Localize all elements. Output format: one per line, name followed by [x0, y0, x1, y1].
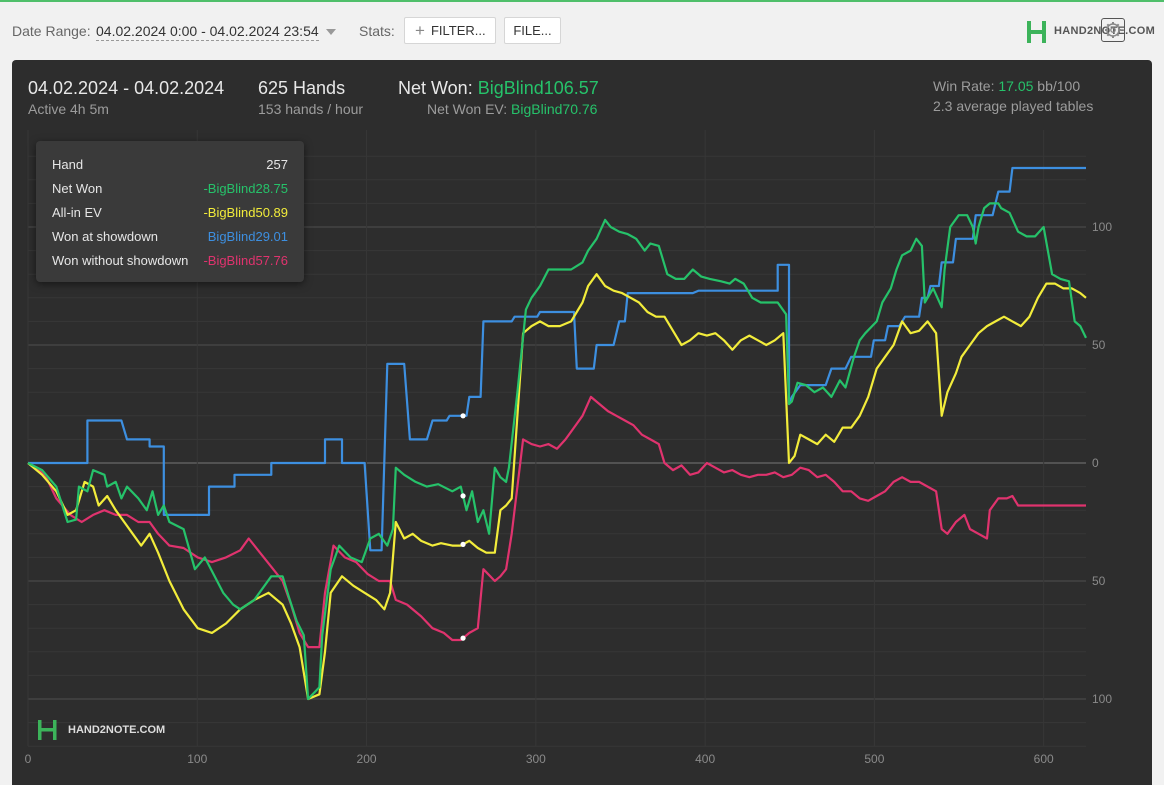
tooltip-row-won-at-showdown: Won at showdown BigBlind29.01	[52, 229, 288, 249]
tooltip-value: -BigBlind50.89	[203, 205, 288, 220]
series-lines	[27, 166, 1087, 701]
series-line-net-won	[27, 202, 1087, 701]
tooltip-value: -BigBlind57.76	[203, 253, 288, 268]
summary-dates: 04.02.2024 - 04.02.2024	[28, 78, 225, 98]
highlight-point	[460, 635, 466, 641]
h2n-watermark-icon	[38, 720, 57, 740]
summary-hands: 625 Hands	[258, 78, 346, 98]
file-button-label: FILE...	[513, 23, 552, 38]
y-tick-label: 0	[1092, 456, 1099, 470]
net-won-ev-value: BigBlind70.76	[511, 101, 598, 117]
net-won-label: Net Won:	[398, 78, 473, 98]
x-tick-label: 200	[357, 752, 377, 766]
tooltip-label: Won without showdown	[52, 253, 189, 268]
date-range-label: Date Range:	[12, 23, 91, 39]
x-tick-label: 600	[1034, 752, 1054, 766]
win-rate-value: 17.05	[998, 78, 1034, 94]
tooltip-row-won-without-showdown: Won without showdown -BigBlind57.76	[52, 253, 288, 273]
summary-net-won-ev: Net Won EV: BigBlind70.76	[427, 101, 597, 117]
tooltip-value: -BigBlind28.75	[203, 181, 288, 196]
watermark: HAND2NOTE.COM	[36, 718, 165, 742]
series-line-won-at-showdown	[28, 166, 1086, 552]
win-rate-unit: bb/100	[1037, 78, 1081, 94]
tooltip-label: Hand	[52, 157, 84, 172]
gear-icon	[1105, 22, 1121, 38]
tooltip-row-all-in-ev: All-in EV -BigBlind50.89	[52, 205, 288, 225]
y-tick-label: 50	[1092, 574, 1106, 588]
h2n-logo-icon	[1027, 21, 1046, 43]
tooltip-value: 257	[266, 157, 288, 172]
summary-avg-tables: 2.3 average played tables	[933, 98, 1094, 114]
highlight-markers	[460, 413, 466, 641]
x-tick-label: 400	[695, 752, 715, 766]
tooltip-label: Won at showdown	[52, 229, 158, 244]
y-tick-label: 100	[1092, 220, 1112, 234]
filter-button[interactable]: + FILTER...	[404, 17, 496, 44]
grid-lines	[27, 130, 1086, 747]
x-tick-label: 500	[864, 752, 884, 766]
chevron-down-icon[interactable]	[326, 29, 336, 35]
stats-label: Stats:	[359, 23, 395, 39]
x-tick-label: 300	[526, 752, 546, 766]
net-won-ev-label: Net Won EV:	[427, 101, 508, 117]
top-accent-bar	[0, 0, 1164, 2]
summary-win-rate: Win Rate: 17.05 bb/100	[933, 78, 1080, 94]
x-tick-labels: 0 100 200 300 400 500 600	[25, 752, 1054, 766]
highlight-point	[460, 493, 466, 499]
y-tick-labels: 100 50 0 50 100	[1092, 220, 1112, 706]
summary-active: Active 4h 5m	[28, 101, 109, 117]
brand-text: HAND2NOTE.COM	[1054, 25, 1156, 37]
date-range-select[interactable]: 04.02.2024 0:00 - 04.02.2024 23:54	[96, 23, 319, 41]
highlight-point	[460, 413, 466, 419]
tooltip-row-hand: Hand 257	[52, 157, 288, 177]
filter-button-label: FILTER...	[430, 23, 486, 38]
win-rate-label: Win Rate:	[933, 78, 995, 94]
summary-net-won: Net Won: BigBlind106.57	[398, 78, 599, 99]
tooltip-label: Net Won	[52, 181, 103, 196]
brand-logo: HAND2NOTE.COM	[1026, 20, 1155, 44]
tooltip-label: All-in EV	[52, 205, 102, 220]
y-tick-label: 50	[1092, 338, 1106, 352]
file-button[interactable]: FILE...	[504, 17, 561, 44]
net-won-value: BigBlind106.57	[477, 78, 599, 98]
series-line-won-without-showdown	[27, 395, 1086, 649]
x-tick-label: 100	[187, 752, 207, 766]
x-tick-label: 0	[25, 752, 32, 766]
highlight-point	[460, 541, 466, 547]
tooltip-value: BigBlind29.01	[207, 229, 288, 244]
plus-icon: +	[415, 21, 425, 40]
settings-button[interactable]	[1101, 18, 1125, 42]
summary-hands-per-hour: 153 hands / hour	[258, 101, 364, 117]
chart-tooltip: Hand 257 Net Won -BigBlind28.75 All-in E…	[36, 141, 304, 282]
toolbar: Date Range: 04.02.2024 0:00 - 04.02.2024…	[0, 2, 1164, 58]
watermark-text: HAND2NOTE.COM	[68, 724, 166, 736]
tooltip-row-net-won: Net Won -BigBlind28.75	[52, 181, 288, 201]
y-tick-label: 100	[1092, 692, 1112, 706]
